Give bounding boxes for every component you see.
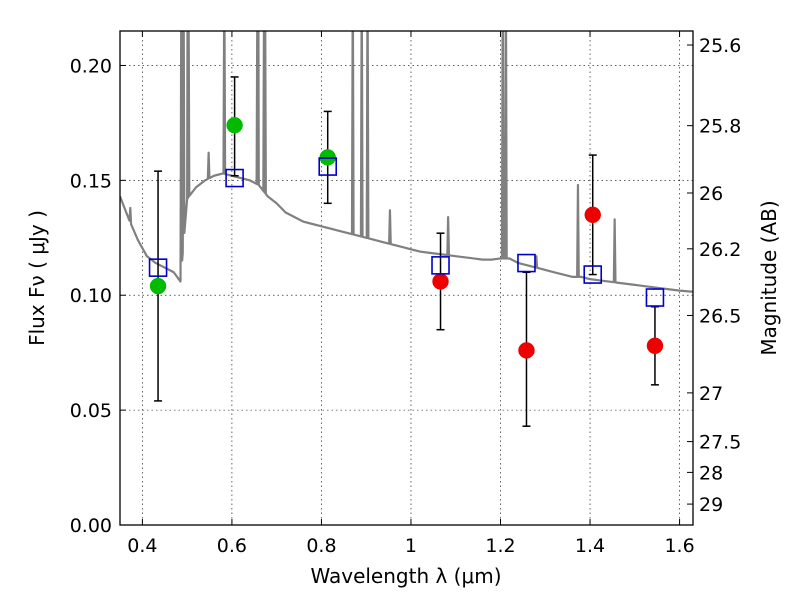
y2-tick-label: 26 — [699, 183, 723, 205]
y2-tick-label: 29 — [699, 494, 723, 516]
observed-detections-point — [149, 277, 167, 295]
model-square-point — [148, 258, 168, 277]
y2-tick-label: 28 — [699, 462, 723, 484]
x-axis-label: Wavelength λ (μm) — [310, 564, 501, 588]
sed-model-layer — [120, 31, 693, 293]
y-tick-label: 0.00 — [70, 515, 112, 537]
model-square-point — [645, 288, 665, 307]
y2-tick-label: 26.2 — [699, 239, 741, 261]
model-square-point — [431, 256, 450, 275]
marker-layer — [148, 116, 665, 359]
y-tick-label: 0.05 — [70, 400, 112, 422]
x-tick-label: 0.6 — [217, 535, 247, 557]
x-tick-label: 1.6 — [664, 535, 694, 557]
y2-tick-label: 27 — [699, 383, 723, 405]
y-tick-label: 0.10 — [70, 285, 112, 307]
ticks: 0.4 0.6 0.8 1 1.2 1.4 1.6 0.00 0.05 0.10 0.15 0.20 2… — [70, 31, 741, 557]
grid — [120, 31, 693, 526]
y-tick-label: 0.15 — [70, 170, 112, 192]
model-square-point — [318, 157, 338, 176]
observed-detections-point — [226, 116, 243, 134]
observed-nir-point — [518, 342, 535, 359]
model-square-point — [225, 168, 244, 188]
x-tick-label: 1.2 — [485, 535, 515, 557]
y-axis-label: Flux Fν ( μJy ) — [25, 210, 49, 346]
y2-tick-label: 25.8 — [699, 116, 741, 138]
x-tick-label: 0.4 — [127, 535, 157, 557]
y2-tick-label: 27.5 — [699, 432, 741, 454]
model-square-point — [517, 253, 536, 273]
sed-model-curve — [120, 31, 693, 293]
observed-nir-point — [432, 273, 449, 290]
model-square-point — [583, 265, 603, 284]
x-tick-label: 1.4 — [575, 535, 605, 557]
y-tick-label: 0.20 — [70, 55, 112, 77]
y2-tick-label: 26.5 — [699, 305, 741, 327]
observed-nir-point — [584, 206, 601, 224]
x-tick-label: 1 — [405, 535, 417, 557]
x-tick-label: 0.8 — [306, 535, 336, 557]
plot-frame — [119, 30, 694, 526]
y2-tick-label: 25.6 — [699, 35, 741, 57]
y2-axis-label: Magnitude (AB) — [757, 200, 781, 355]
observed-nir-point — [646, 337, 664, 355]
